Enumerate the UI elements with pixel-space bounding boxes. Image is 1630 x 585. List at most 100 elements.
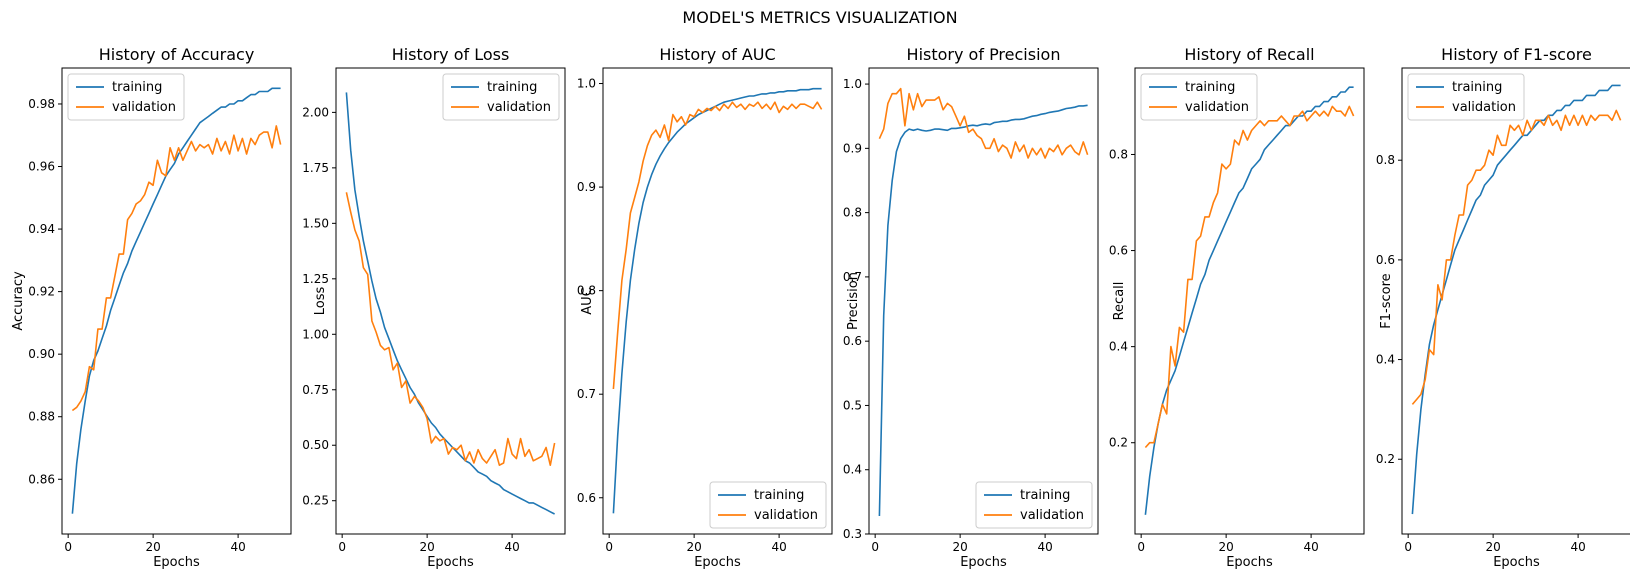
series-line-training: [345, 92, 555, 515]
y-tick-label: 0.7: [843, 270, 862, 284]
y-tick-label: 0.88: [28, 410, 55, 424]
y-tick-label: 0.8: [843, 206, 862, 220]
axes-frame: [1401, 67, 1630, 535]
x-tick-label: 0: [871, 540, 879, 554]
y-tick-label: 0.94: [28, 222, 55, 236]
x-tick-label: 40: [1303, 540, 1318, 554]
y-tick-label: 0.6: [1376, 253, 1395, 267]
legend-box: [1140, 73, 1258, 121]
y-tick-label: 0.9: [843, 141, 862, 155]
x-tick-label: 40: [771, 540, 786, 554]
series-line-training: [878, 104, 1088, 517]
x-tick-label: 0: [338, 540, 346, 554]
y-tick-label: 0.25: [302, 494, 329, 508]
x-axis-label: Epochs: [960, 555, 1007, 570]
legend-label: validation: [1452, 100, 1516, 115]
legend-label: validation: [754, 508, 818, 523]
y-tick-label: 1.0: [577, 77, 596, 91]
series-line-validation: [612, 101, 823, 390]
series-line-training: [1144, 86, 1354, 515]
legend: training validation: [1407, 73, 1525, 121]
legend-box: [442, 73, 560, 121]
y-tick-label: 0.98: [28, 97, 55, 111]
y-tick-label: 0.9: [577, 180, 596, 194]
chart-panel-2: History of AUC Epochs AUC 0 20 40 0.6 0.7 0.8 0.9…: [577, 45, 833, 570]
y-tick-label: 1.0: [843, 77, 862, 91]
y-tick-label: 0.92: [28, 285, 55, 299]
y-tick-label: 1.75: [302, 161, 329, 175]
y-tick-label: 0.7: [577, 387, 596, 401]
y-tick-label: 0.90: [28, 347, 55, 361]
x-tick-label: 40: [230, 540, 245, 554]
y-tick-label: 0.2: [1376, 452, 1395, 466]
y-tick-label: 0.96: [28, 160, 55, 174]
x-tick-label: 20: [1218, 540, 1233, 554]
chart-panel-3: History of Precision Epochs Precision 0 20 40…: [843, 45, 1099, 570]
y-tick-label: 0.2: [1109, 436, 1128, 450]
y-tick-label: 0.6: [1109, 244, 1128, 258]
chart-title: History of AUC: [659, 45, 775, 64]
x-tick-label: 40: [504, 540, 519, 554]
x-axis-label: Epochs: [427, 555, 474, 570]
series-line-validation: [1411, 109, 1622, 405]
legend-label: validation: [1185, 100, 1249, 115]
y-tick-label: 0.8: [1109, 147, 1128, 161]
chart-title: History of Loss: [392, 45, 510, 64]
x-tick-label: 0: [1404, 540, 1412, 554]
y-tick-label: 0.4: [843, 463, 862, 477]
legend-label: training: [754, 488, 804, 503]
x-tick-label: 20: [419, 540, 434, 554]
chart-title: History of F1-score: [1441, 45, 1592, 64]
legend-label: training: [1185, 80, 1235, 95]
legend-label: validation: [112, 100, 176, 115]
chart-panel-0: History of Accuracy Epochs Accuracy 0 20 40 0.…: [11, 45, 292, 570]
y-tick-label: 0.3: [843, 527, 862, 541]
x-tick-label: 0: [605, 540, 613, 554]
y-axis-label: F1-score: [1379, 273, 1394, 328]
legend-box: [67, 73, 185, 121]
legend-box: [709, 481, 827, 529]
y-axis-label: Precision: [846, 272, 861, 330]
y-tick-label: 1.00: [302, 327, 329, 341]
legend: training validation: [1140, 73, 1258, 121]
y-axis-label: Recall: [1112, 282, 1127, 321]
x-tick-label: 20: [952, 540, 967, 554]
y-tick-label: 1.50: [302, 216, 329, 230]
y-tick-label: 0.6: [843, 334, 862, 348]
y-tick-label: 0.5: [843, 398, 862, 412]
axes-frame: [335, 67, 566, 535]
x-tick-label: 20: [145, 540, 160, 554]
chart-panel-5: History of F1-score Epochs F1-score 0 20 40 0.…: [1376, 45, 1630, 570]
legend-label: training: [1452, 80, 1502, 95]
series-line-training: [612, 87, 822, 514]
x-tick-label: 0: [64, 540, 72, 554]
x-tick-label: 40: [1037, 540, 1052, 554]
y-tick-label: 0.8: [577, 284, 596, 298]
legend: training validation: [975, 481, 1093, 529]
chart-title: History of Accuracy: [99, 45, 255, 64]
y-tick-label: 0.8: [1376, 153, 1395, 167]
legend: training validation: [67, 73, 185, 121]
chart-panel-1: History of Loss Epochs Loss 0 20 40 0.25 0.50 0.…: [302, 45, 566, 570]
chart-title: History of Precision: [907, 45, 1061, 64]
series-line-validation: [71, 125, 282, 412]
axes-frame: [61, 67, 292, 535]
y-tick-label: 0.50: [302, 438, 329, 452]
chart-panel-4: History of Recall Epochs Recall 0 20 40 0.2 0.4…: [1109, 45, 1365, 570]
y-tick-label: 0.6: [577, 491, 596, 505]
axes-frame: [1134, 67, 1365, 535]
axes-frame: [602, 67, 833, 535]
chart-title: History of Recall: [1184, 45, 1314, 64]
series-line-validation: [1144, 105, 1355, 449]
series-line-validation: [345, 192, 556, 467]
x-axis-label: Epochs: [1493, 555, 1540, 570]
legend-label: validation: [487, 100, 551, 115]
y-tick-label: 1.25: [302, 272, 329, 286]
chart-panels: History of Accuracy Epochs Accuracy 0 20 40 0.…: [11, 45, 1630, 570]
legend-box: [975, 481, 1093, 529]
x-tick-label: 40: [1570, 540, 1585, 554]
y-axis-label: AUC: [580, 287, 595, 315]
series-line-validation: [878, 87, 1089, 159]
x-tick-label: 20: [686, 540, 701, 554]
